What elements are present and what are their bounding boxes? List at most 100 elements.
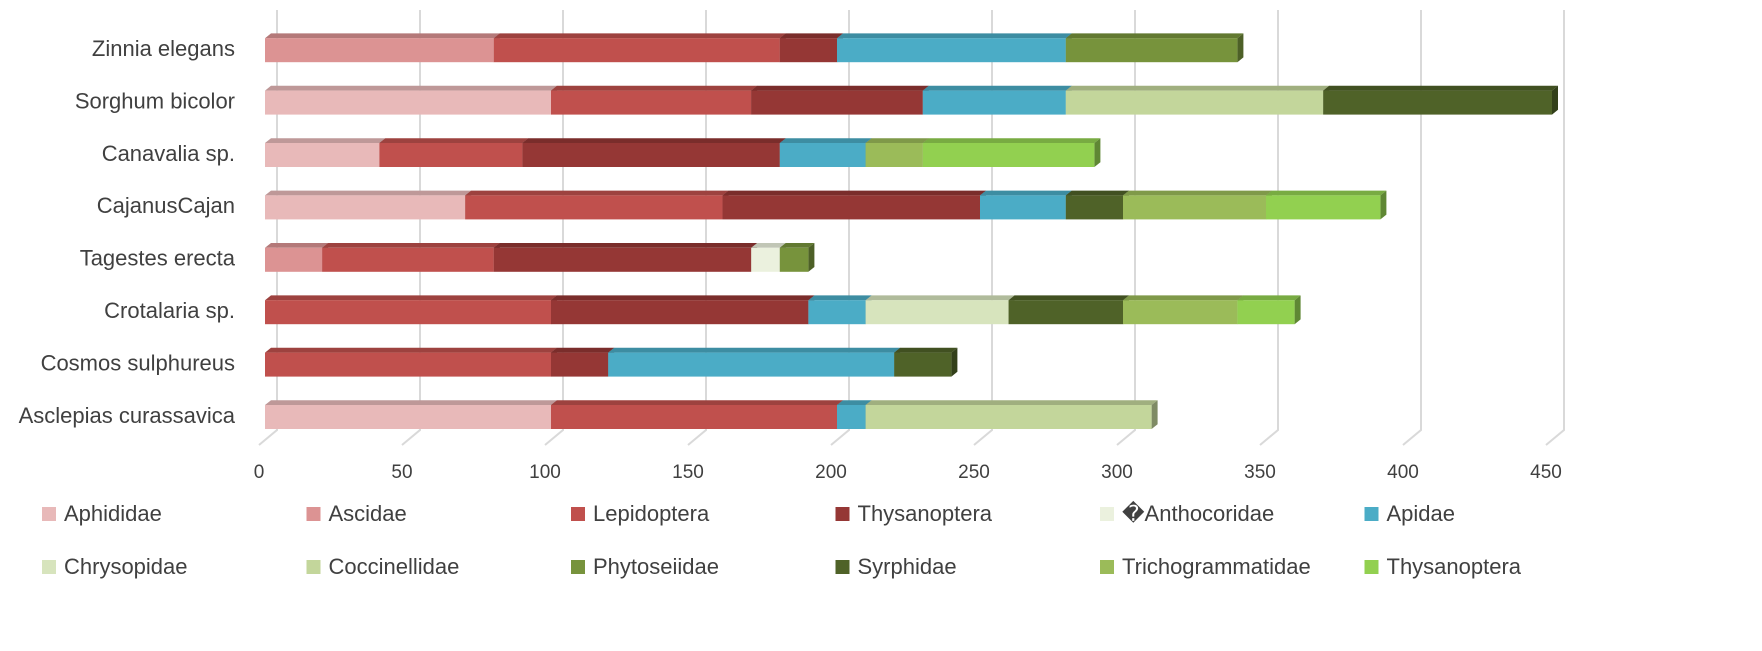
legend-swatch xyxy=(1364,507,1379,521)
bar-face xyxy=(608,347,901,353)
grid-line xyxy=(1545,10,1565,446)
bar-face xyxy=(265,195,466,220)
bar-segment xyxy=(1065,85,1330,115)
grid-line xyxy=(687,10,707,446)
x-tick-label: 150 xyxy=(672,462,704,483)
grid-line xyxy=(258,10,278,446)
bar-face xyxy=(922,85,1072,91)
bar-face xyxy=(808,295,872,301)
legend-label: Trichogrammatidae xyxy=(1122,554,1311,579)
bar-face xyxy=(265,405,551,429)
bar-face xyxy=(265,400,557,405)
legend-swatch xyxy=(835,507,850,521)
bar-segment xyxy=(865,400,1158,429)
bar-segment xyxy=(608,347,901,377)
legend-label: Thysanoptera xyxy=(1387,554,1522,579)
bar-face xyxy=(1323,85,1558,91)
bar-face xyxy=(522,138,786,143)
bar-face xyxy=(779,33,843,39)
bar-segment xyxy=(865,295,1015,325)
bar-face xyxy=(779,243,815,248)
category-label: Cosmos sulphureus xyxy=(41,350,235,375)
bar-face xyxy=(1237,295,1301,301)
bar-segment xyxy=(808,295,872,325)
bar-face xyxy=(808,300,866,325)
bar-face xyxy=(865,138,929,143)
bar-segment xyxy=(322,243,500,272)
legend-label: Phytoseiidae xyxy=(593,554,719,579)
bar-segment xyxy=(837,33,1072,63)
bar-segment xyxy=(265,347,557,377)
bar-segment xyxy=(379,138,529,167)
bar-face xyxy=(608,352,895,377)
bar-segment xyxy=(922,85,1072,115)
category-label: Zinnia elegans xyxy=(92,36,235,61)
bar-face xyxy=(837,38,1066,63)
x-tick-label: 50 xyxy=(391,462,412,483)
bar-face xyxy=(379,143,523,167)
bar-segment xyxy=(265,400,557,429)
bar-segment xyxy=(1266,190,1387,220)
bar-face xyxy=(265,295,557,301)
bar-face xyxy=(980,195,1066,220)
bar-face xyxy=(551,400,843,405)
bar-segment xyxy=(779,138,872,167)
bar-segment xyxy=(1123,190,1272,220)
bar-face xyxy=(1123,195,1266,220)
bar-face xyxy=(1323,90,1552,115)
bar-face xyxy=(1552,85,1558,115)
bar-segment xyxy=(265,138,386,167)
bar-face xyxy=(951,347,958,377)
bar-face xyxy=(808,243,815,272)
bar-face xyxy=(980,190,1072,196)
legend-label: Chrysopidae xyxy=(64,554,188,579)
bar-face xyxy=(1123,190,1272,196)
category-label: CajanusCajan xyxy=(97,193,235,218)
category-label: Asclepias curassavica xyxy=(19,403,236,428)
bar-face xyxy=(265,347,557,353)
bar-segment xyxy=(779,243,815,272)
bar-segment xyxy=(779,33,843,63)
bar-segment xyxy=(522,138,786,167)
x-tick-label: 250 xyxy=(958,462,990,483)
legend-swatch xyxy=(1100,560,1114,574)
bar-segment xyxy=(1323,85,1558,115)
bar-segment xyxy=(1065,33,1244,63)
bar-face xyxy=(493,33,786,39)
bar-face xyxy=(265,300,551,325)
grid-line xyxy=(1402,10,1422,446)
bar-face xyxy=(1266,190,1387,196)
bar-face xyxy=(865,400,1158,405)
bar-face xyxy=(1123,295,1244,301)
legend-swatch xyxy=(835,560,850,574)
bar-face xyxy=(1380,190,1387,220)
bar-segment xyxy=(865,138,929,167)
bar-face xyxy=(837,400,872,405)
bar-face xyxy=(751,247,780,272)
bar-face xyxy=(722,195,980,220)
bar-face xyxy=(894,352,952,377)
bar-segment xyxy=(265,295,557,325)
bar-segment xyxy=(265,190,472,220)
bar-face xyxy=(465,190,729,196)
grid-line xyxy=(544,10,564,446)
bar-face xyxy=(265,143,380,167)
bar-segment xyxy=(265,33,500,63)
category-label: Crotalaria sp. xyxy=(104,298,235,323)
bar-face xyxy=(265,38,494,63)
legend-swatch xyxy=(306,560,321,574)
grid-line xyxy=(1116,10,1136,446)
x-tick-label: 100 xyxy=(529,462,561,483)
x-tick-label: 0 xyxy=(254,462,265,483)
bar-face xyxy=(265,352,551,377)
x-tick-label: 450 xyxy=(1530,462,1562,483)
bar-segment xyxy=(493,243,758,272)
bar-face xyxy=(837,405,866,429)
legend-label: Apidae xyxy=(1387,501,1456,526)
bar-face xyxy=(493,247,752,272)
bar-face xyxy=(894,347,958,353)
bar-face xyxy=(751,243,786,248)
bar-face xyxy=(493,38,780,63)
bar-face xyxy=(551,295,815,301)
bar-face xyxy=(1266,195,1381,220)
